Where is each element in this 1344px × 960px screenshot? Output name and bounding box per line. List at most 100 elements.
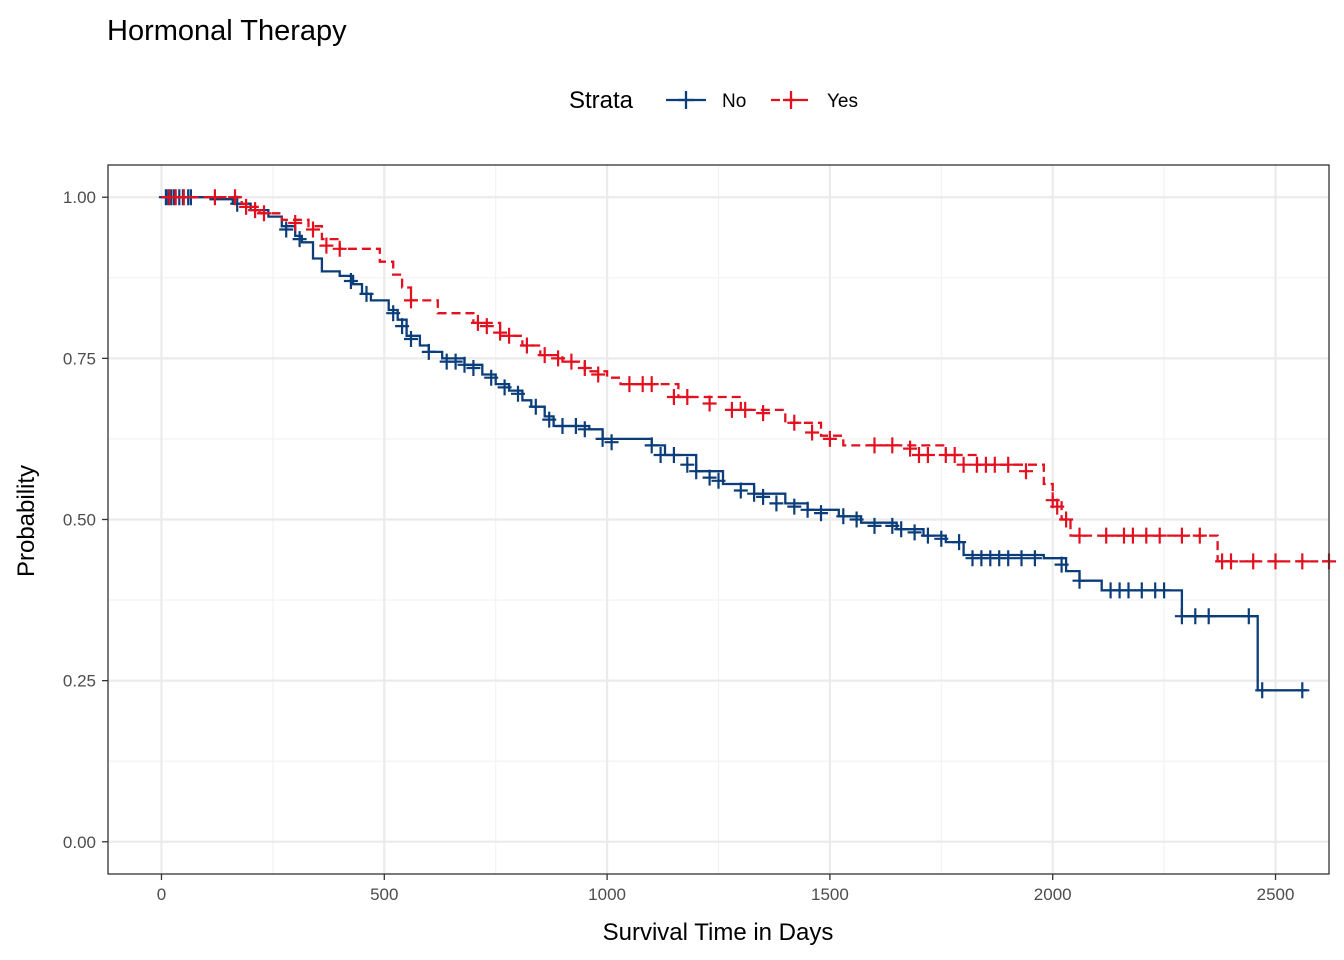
censor-mark-yes	[1295, 553, 1310, 570]
censor-mark-no	[555, 418, 570, 434]
censor-mark-no	[787, 498, 802, 515]
censor-mark-yes	[947, 447, 962, 463]
censor-mark-yes	[502, 327, 517, 344]
censor-mark-yes	[537, 347, 552, 364]
censor-mark-no	[448, 353, 463, 370]
censor-mark-no	[1255, 682, 1270, 699]
censor-mark-no	[595, 430, 610, 447]
censor-mark-yes	[493, 324, 508, 341]
censor-mark-yes	[1152, 527, 1167, 544]
censor-mark-yes	[1072, 527, 1087, 544]
censor-mark-no	[711, 472, 726, 489]
censor-mark-no	[604, 434, 619, 451]
censor-mark-no	[666, 447, 681, 463]
censor-mark-no	[885, 517, 900, 534]
censor-mark-yes	[644, 376, 659, 393]
censor-mark-no	[814, 505, 828, 522]
censor-mark-yes	[1019, 463, 1033, 480]
x-tick-label: 2500	[1257, 885, 1295, 904]
censor-mark-yes	[288, 215, 303, 231]
censor-mark-yes	[987, 456, 1002, 473]
censor-mark-no	[457, 356, 472, 373]
chart-title: Hormonal Therapy	[107, 15, 347, 47]
x-axis-title: Survival Time in Days	[603, 919, 834, 946]
censor-mark-no	[1157, 582, 1172, 599]
censor-mark-yes	[1174, 527, 1189, 544]
censor-mark-no	[511, 385, 525, 402]
y-tick-label: 0.50	[63, 511, 96, 530]
censor-mark-no	[395, 318, 410, 335]
censor-mark-yes	[257, 205, 271, 222]
censor-mark-no	[359, 285, 374, 302]
censor-mark-yes	[1192, 527, 1207, 544]
legend-title: Strata	[569, 87, 634, 114]
censor-mark-yes	[239, 198, 254, 215]
censor-mark-yes	[1125, 527, 1140, 544]
censor-mark-yes	[1050, 498, 1065, 515]
censor-mark-yes	[1224, 553, 1238, 570]
censor-mark-yes	[680, 389, 695, 405]
censor-mark-no	[279, 221, 294, 238]
y-tick-label: 0.00	[63, 833, 96, 852]
censor-mark-no	[1134, 582, 1149, 599]
censor-mark-no	[907, 524, 922, 541]
y-axis-title: Probability	[13, 465, 40, 577]
x-tick-label: 0	[157, 885, 166, 904]
x-tick-label: 500	[370, 885, 398, 904]
censor-mark-no	[1295, 682, 1310, 699]
censor-mark-yes	[787, 414, 802, 431]
x-tick-label: 2000	[1034, 885, 1072, 904]
legend-label-yes: Yes	[827, 91, 858, 112]
censor-mark-yes	[903, 440, 918, 457]
censor-mark-yes	[228, 189, 242, 206]
censor-mark-no	[1054, 556, 1069, 573]
censor-mark-no	[747, 485, 762, 502]
censor-mark-yes	[519, 337, 534, 354]
censor-mark-yes	[756, 405, 771, 422]
censor-mark-no	[1072, 572, 1087, 589]
censor-mark-yes	[319, 237, 334, 254]
censor-mark-yes	[1059, 511, 1074, 528]
censor-mark-no	[1201, 608, 1216, 625]
legend-key-marker-yes	[783, 91, 799, 109]
censor-mark-yes	[577, 360, 592, 376]
y-tick-label: 0.75	[63, 349, 96, 368]
censor-mark-no	[733, 482, 748, 499]
censor-mark-yes	[551, 350, 566, 367]
censor-mark-no	[1188, 608, 1203, 625]
censor-mark-yes	[332, 240, 347, 257]
censor-mark-no	[484, 369, 499, 386]
censor-mark-no	[1121, 582, 1136, 599]
censor-mark-no	[800, 501, 815, 518]
censor-mark-yes	[885, 437, 900, 454]
censor-mark-yes	[404, 292, 418, 309]
censor-mark-no	[404, 331, 418, 347]
censor-mark-yes	[867, 437, 882, 454]
censor-mark-no	[1027, 550, 1042, 567]
censor-mark-no	[867, 517, 882, 534]
censor-mark-yes	[207, 189, 222, 206]
y-tick-label: 1.00	[63, 188, 96, 207]
censor-mark-no	[542, 411, 557, 428]
censor-mark-yes	[956, 456, 971, 473]
censor-mark-no	[644, 437, 659, 454]
censor-mark-yes	[805, 424, 820, 441]
censor-mark-yes	[591, 366, 606, 383]
censor-mark-yes	[622, 376, 637, 393]
censor-mark-no	[1014, 550, 1029, 567]
censor-mark-yes	[306, 221, 320, 238]
x-tick-label: 1000	[588, 885, 626, 904]
censor-mark-no	[952, 534, 967, 551]
censor-mark-no	[689, 463, 704, 480]
censor-mark-no	[497, 379, 512, 396]
censor-mark-yes	[702, 395, 717, 412]
censor-mark-no	[1241, 608, 1256, 625]
series-line-yes	[161, 196, 1329, 563]
censor-mark-no	[680, 456, 695, 473]
censor-mark-no	[386, 305, 401, 322]
censor-mark-no	[920, 527, 935, 544]
censor-mark-yes	[1139, 527, 1154, 544]
censor-mark-no	[292, 231, 307, 248]
